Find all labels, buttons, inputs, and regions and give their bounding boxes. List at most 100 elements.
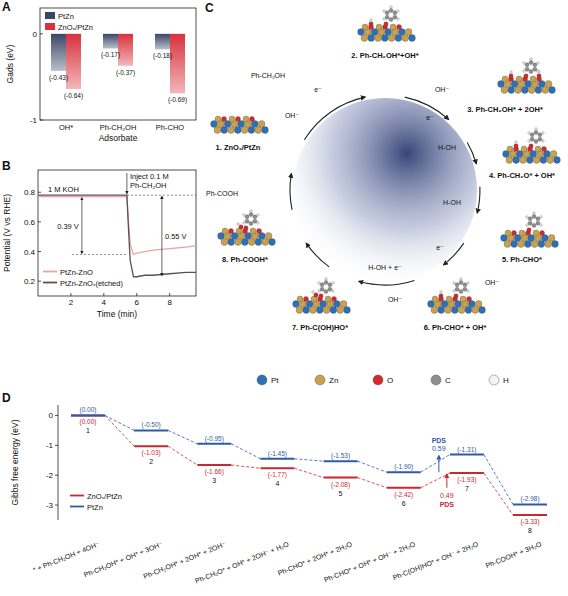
species-label: e⁻ [314, 86, 322, 93]
atom [505, 230, 511, 236]
atom [319, 294, 323, 298]
atom [542, 87, 549, 94]
atom [243, 214, 246, 217]
atom [438, 307, 445, 314]
node-label: 4. Ph-CH₂O* + OH* [489, 171, 555, 180]
species-label: H-OH + e⁻ [368, 264, 402, 271]
node-label: 1. ZnOₓ/PtZn [216, 143, 261, 152]
atom [528, 235, 535, 242]
atom [533, 67, 537, 71]
atom [468, 301, 475, 308]
tick [38, 221, 41, 222]
energy-level [324, 460, 358, 462]
connector [421, 455, 450, 473]
energy-level [450, 454, 484, 456]
cycle-arrow [304, 97, 365, 140]
atom [526, 216, 529, 219]
tick [38, 251, 41, 252]
atom [521, 146, 527, 152]
atom [507, 146, 513, 152]
legend-label: PtZn [87, 503, 103, 512]
species-label: e⁻ [426, 114, 434, 121]
atom [258, 233, 265, 240]
atom [265, 233, 272, 240]
atom [324, 290, 328, 294]
atom [320, 283, 324, 287]
drop-arrow [81, 198, 82, 254]
cycle-arrow [467, 143, 476, 164]
bars [51, 34, 185, 93]
reference-line [127, 195, 196, 196]
data-label: (-1.03) [142, 449, 161, 457]
category-label: Ph-C(OH)HO* + OH⁻ + 2H₂O [392, 540, 480, 582]
tick [55, 505, 58, 506]
panel-1: B0.20.40.60.82468Time (min)Potential (V … [2, 159, 196, 319]
atom [397, 10, 400, 13]
atom [390, 6, 393, 9]
legend-swatch [45, 23, 55, 30]
annotation: 0.55 V [165, 232, 187, 241]
atom [369, 22, 373, 26]
atom [340, 301, 347, 308]
atom [368, 35, 375, 42]
series-line [38, 197, 196, 255]
category-label: Ph-CH₂O* + OH* + 2OH⁻ + H₂O [194, 540, 290, 584]
atom [432, 296, 438, 302]
atom [229, 116, 235, 122]
atom [547, 157, 554, 164]
data-label: (-1.77) [268, 471, 287, 479]
atom [257, 222, 260, 225]
atom [361, 35, 368, 42]
atom [221, 239, 228, 246]
atom [241, 127, 248, 134]
atom [393, 15, 397, 19]
species-label: OH⁻ [388, 296, 403, 303]
data-label: (-3.33) [520, 518, 539, 526]
legend-swatch [70, 495, 84, 497]
species-label: OH⁻ [285, 112, 300, 119]
atom [525, 67, 529, 71]
legend-label: ZnOₓ/PtZn [58, 23, 93, 32]
atom [390, 24, 396, 30]
atom [257, 229, 262, 234]
atom [344, 307, 351, 314]
tick-label: 0.6 [24, 218, 36, 227]
atom [467, 282, 470, 285]
atom [538, 71, 541, 74]
energy-level [450, 472, 484, 474]
atom [542, 132, 545, 135]
atom [533, 63, 537, 67]
connector [358, 478, 387, 488]
data-label: (-0.64) [64, 92, 83, 100]
atom [538, 137, 542, 141]
energy-level [324, 477, 358, 479]
tick [55, 445, 58, 446]
data-label: (-0.43) [49, 74, 68, 82]
atom [446, 296, 452, 302]
atom [325, 296, 331, 302]
atom [312, 291, 315, 294]
atom [431, 307, 438, 314]
atom [235, 239, 242, 246]
atom [541, 235, 548, 242]
atom [459, 281, 463, 285]
atom-legend-swatch [257, 375, 267, 385]
atom [371, 29, 378, 36]
atom [362, 24, 368, 30]
atom [537, 62, 540, 65]
tick [38, 192, 41, 193]
atom [453, 290, 456, 293]
atom [536, 221, 540, 225]
atom [214, 127, 221, 134]
data-label: (-0.17) [101, 51, 120, 59]
annotation: 1 M KOH [48, 185, 79, 194]
connector [231, 465, 260, 468]
atom [385, 29, 392, 36]
atom [472, 307, 479, 314]
atom [538, 241, 545, 248]
node-label: 8. Ph-COOH* [222, 255, 268, 264]
atom [381, 35, 388, 42]
atom [543, 151, 550, 158]
atom [530, 58, 533, 61]
tick-label: 0.8 [24, 188, 36, 197]
